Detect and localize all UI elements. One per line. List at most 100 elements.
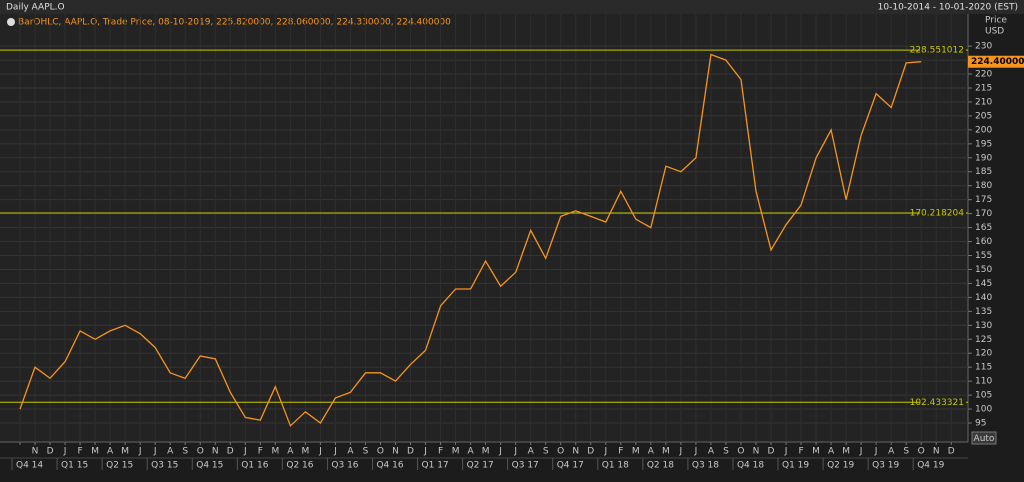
x-tick-label: S [903,447,909,457]
y-tick-label: 140 [975,293,992,303]
x-tick-label: A [648,447,655,457]
date-range: 10-10-2014 - 10-01-2020 (EST) [878,3,1018,13]
x-tick-label: J [784,447,788,457]
y-tick-label: 130 [975,321,992,331]
last-price-box [968,55,1024,68]
y-tick-label: 190 [975,153,992,163]
x-tick-label: N [753,447,760,457]
quarter-label: Q1 16 [241,461,268,471]
y-tick-label: 100 [975,405,992,415]
y-tick-label: 220 [975,70,992,80]
quarter-label: Q3 17 [512,461,539,471]
y-tick-label: 230 [975,42,992,52]
x-tick-label: A [167,447,174,457]
x-tick-label: M [271,447,279,457]
quarter-label: Q4 14 [16,461,43,471]
x-tick-label: O [377,447,384,457]
x-tick-label: A [888,447,895,457]
x-tick-label: O [557,447,564,457]
y-tick-label: 150 [975,265,992,275]
x-tick-label: N [933,447,940,457]
level-label-bg [920,208,966,219]
y-tick-label: 105 [975,391,992,401]
legend-icon [7,18,15,26]
x-tick-label: J [63,447,67,457]
level-label: 102.433321 [910,398,964,408]
quarter-label: Q4 19 [917,461,944,471]
x-tick-label: S [363,447,369,457]
quarter-label: Q2 17 [467,461,494,471]
y-tick-label: 205 [975,111,992,121]
x-tick-label: D [227,447,234,457]
y-tick-label: 155 [975,251,992,261]
x-tick-label: A [708,447,715,457]
x-tick-label: J [333,447,337,457]
x-tick-label: F [77,447,82,457]
quarter-label: Q3 15 [151,461,178,471]
x-tick-label: N [572,447,579,457]
y-tick-label: 210 [975,97,992,107]
x-tick-label: J [243,447,247,457]
x-tick-label: M [452,447,460,457]
x-tick-label: D [587,447,594,457]
level-label-bg [920,45,966,56]
y-tick-label: 145 [975,279,992,289]
x-tick-label: N [32,447,39,457]
x-tick-label: J [423,447,427,457]
y-tick-label: 185 [975,167,992,177]
y-tick-label: 160 [975,237,992,247]
auto-button[interactable] [971,431,997,445]
quarter-label: Q4 17 [557,461,584,471]
x-tick-label: O [197,447,204,457]
quarter-label: Q4 15 [196,461,223,471]
header-bar [0,0,1024,14]
x-tick-label: A [528,447,535,457]
chart-title: Daily AAPL.O [6,3,65,13]
auto-button-label[interactable]: Auto [974,434,995,444]
x-tick-label: S [543,447,549,457]
quarter-label: Q1 18 [602,461,629,471]
level-label: 170.218204 [910,209,965,219]
quarter-label: Q3 16 [331,461,358,471]
x-tick-label: A [107,447,114,457]
x-tick-label: J [138,447,142,457]
x-tick-label: F [438,447,443,457]
quarter-label: Q2 16 [286,461,313,471]
x-tick-label: S [182,447,188,457]
quarter-label: Q1 15 [61,461,88,471]
y-tick-label: 215 [975,83,992,93]
x-tick-label: A [287,447,294,457]
x-tick-label: J [694,447,698,457]
level-label: 228.551012 [910,46,964,56]
x-tick-label: M [482,447,490,457]
quarter-label: Q1 19 [782,461,809,471]
x-tick-label: M [632,447,640,457]
x-tick-label: M [842,447,850,457]
y-tick-label: 180 [975,181,992,191]
x-tick-label: D [948,447,955,457]
y-tick-label: 125 [975,335,992,345]
x-tick-label: J [153,447,157,457]
x-tick-label: O [737,447,744,457]
legend-text: BarOHLC, AAPL.O, Trade Price, 08-10-2019… [18,18,451,28]
x-tick-label: A [828,447,835,457]
x-tick-label: F [258,447,263,457]
y-tick-label: 170 [975,209,992,219]
y-tick-label: 115 [975,363,992,373]
y-tick-label: 95 [975,419,986,429]
x-tick-label: S [723,447,729,457]
y-tick-label: 200 [975,125,992,135]
price-line [19,53,922,427]
y-axis-label: Price [985,16,1007,26]
quarter-label: Q4 18 [737,461,764,471]
x-tick-label: J [603,447,607,457]
x-tick-label: N [212,447,219,457]
x-tick-label: J [318,447,322,457]
x-tick-label: D [407,447,414,457]
x-tick-label: A [468,447,475,457]
x-tick-label: N [392,447,399,457]
x-tick-label: A [347,447,354,457]
y-tick-label: 175 [975,195,992,205]
y-tick-label: 110 [975,377,992,387]
